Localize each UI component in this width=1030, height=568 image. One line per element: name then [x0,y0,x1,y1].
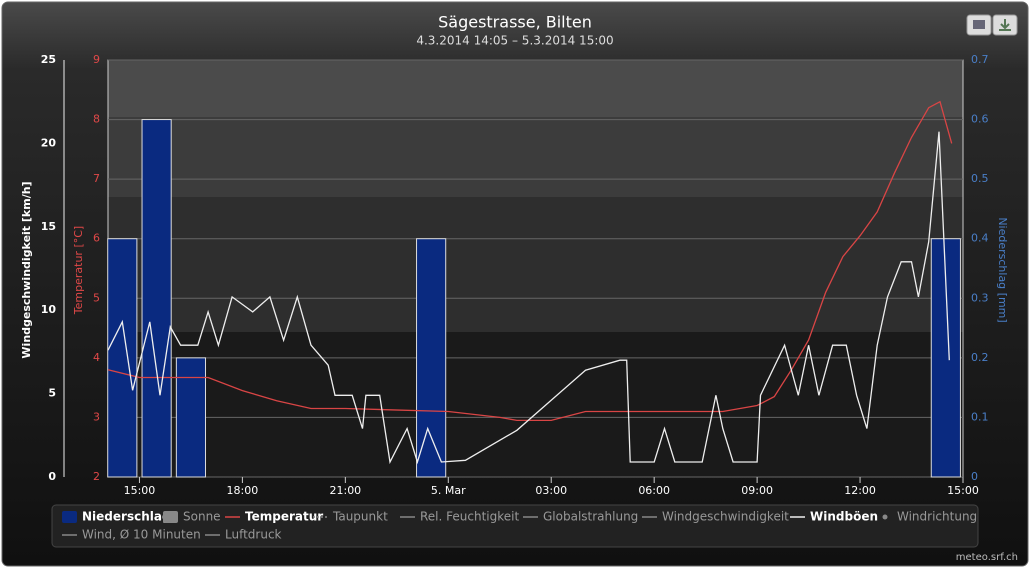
y3-axis-title: Temperatur [°C] [72,226,85,315]
y-tick-label: 15 [41,220,56,233]
y2-tick-label: 0.5 [971,172,989,185]
x-tick-label: 18:00 [227,484,259,497]
legend-item[interactable]: Niederschlag [62,510,171,524]
plot-band [108,117,963,197]
y-tick-label: 5 [48,387,56,400]
y2-axis-title: Niederschlag [mm] [996,217,1009,322]
y-axis-title: Windgeschwindigkeit [km/h] [20,181,33,358]
plot-band [108,197,963,332]
y2-tick-label: 0.4 [971,232,989,245]
legend-symbol [62,511,77,523]
x-tick-label: 5. Mar [431,484,466,497]
legend-item[interactable]: Luftdruck [205,528,282,542]
legend-label[interactable]: Wind, Ø 10 Minuten [82,528,201,542]
line [107,100,953,422]
legend-label[interactable]: Windgeschwindigkeit [662,510,789,524]
legend-label[interactable]: Taupunkt [332,510,388,524]
bar [141,119,172,478]
y3-tick-label: 5 [93,291,100,304]
y2-tick-label: 0.7 [971,53,989,66]
x-tick-label: 06:00 [638,484,670,497]
legend-label[interactable]: Windböen [810,510,878,524]
legend-label[interactable]: Windrichtung [897,510,977,524]
print-button[interactable] [966,14,992,36]
legend-item[interactable]: Taupunkt [313,510,388,524]
export-button[interactable] [992,14,1018,36]
y-tick-label: 20 [41,136,57,149]
bar [107,238,138,478]
y2-tick-label: 0.1 [971,410,989,423]
y3-tick-label: 9 [93,53,100,66]
y3-tick-label: 8 [93,113,100,126]
print-icon [973,20,985,29]
x-tick-label: 09:00 [741,484,773,497]
y-tick-label: 25 [41,53,56,66]
legend-item[interactable]: Windböen [790,510,878,524]
y2-tick-label: 0.6 [971,113,989,126]
x-tick-label: 12:00 [844,484,876,497]
legend-item[interactable]: Temperatur [225,510,323,524]
legend-symbol [163,511,178,523]
x-tick-label: 15:00 [124,484,156,497]
x-tick-label: 21:00 [329,484,361,497]
plot-band [108,332,963,477]
chart-title: Sägestrasse, Bilten [438,13,592,32]
y3-tick-label: 2 [93,470,100,483]
bar [175,357,207,478]
plot-band [108,60,963,117]
y2-tick-label: 0 [971,470,978,483]
legend-item[interactable]: Wind, Ø 10 Minuten [62,528,201,542]
x-tick-label: 15:00 [947,484,979,497]
legend-label[interactable]: Niederschlag [82,510,171,524]
y-tick-label: 0 [48,470,56,483]
line [107,131,950,465]
legend-symbol [882,514,888,520]
legend-box [51,504,979,548]
legend-label[interactable]: Sonne [183,510,221,524]
chart-subtitle: 4.3.2014 14:05 – 5.3.2014 15:00 [416,34,613,48]
y3-tick-label: 3 [93,410,100,423]
credit: meteo.srf.ch [956,552,1018,563]
legend-item[interactable]: Rel. Feuchtigkeit [400,510,519,524]
legend-label[interactable]: Temperatur [245,510,323,524]
legend-item[interactable]: Sonne [163,510,221,524]
y3-tick-label: 7 [93,172,100,185]
legend-label[interactable]: Rel. Feuchtigkeit [420,510,519,524]
bar [416,238,447,478]
legend-item[interactable]: Windgeschwindigkeit [642,510,789,524]
y2-tick-label: 0.3 [971,291,989,304]
legend-item[interactable]: Globalstrahlung [523,510,638,524]
y2-tick-label: 0.2 [971,351,989,364]
legend-label[interactable]: Luftdruck [225,528,282,542]
legend-label[interactable]: Globalstrahlung [543,510,638,524]
legend-item[interactable]: Windrichtung [882,510,978,524]
y3-tick-label: 4 [93,351,100,364]
download-icon [999,19,1011,31]
y3-tick-label: 6 [93,232,100,245]
y-tick-label: 10 [41,303,57,316]
x-tick-label: 03:00 [535,484,567,497]
